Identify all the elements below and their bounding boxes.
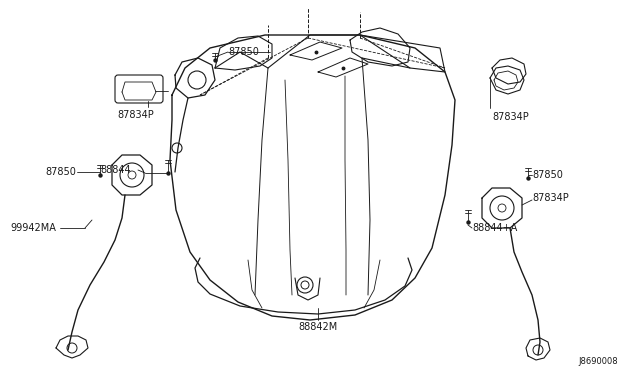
Text: 88844+A: 88844+A [472, 223, 517, 233]
Text: 87850: 87850 [45, 167, 76, 177]
Text: 87834P: 87834P [118, 110, 154, 120]
Text: 88842M: 88842M [298, 322, 338, 332]
Text: 87834P: 87834P [532, 193, 569, 203]
Text: 88844: 88844 [100, 165, 131, 175]
Text: 87850: 87850 [532, 170, 563, 180]
Text: 99942MA: 99942MA [10, 223, 56, 233]
Text: 87834P: 87834P [492, 112, 529, 122]
Text: 87850: 87850 [228, 47, 259, 57]
Text: J8690008: J8690008 [579, 357, 618, 366]
